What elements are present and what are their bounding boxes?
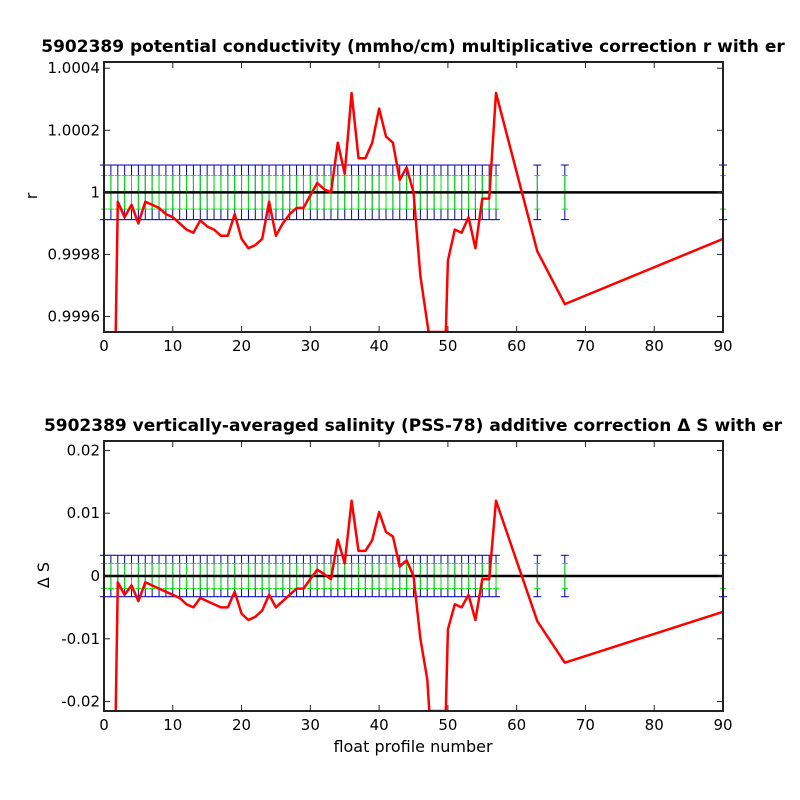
- x-tick-label: 40: [370, 337, 389, 355]
- plot-area-salinity: 0 10 20 30 40 50 60 70 80 90 -0.02 -0.01 0 0.01 0.02: [61, 440, 733, 734]
- y-tick-label: -0.02: [61, 693, 100, 711]
- x-tick-label: 0: [99, 716, 109, 734]
- panel-salinity: 5902389 vertically-averaged salinity (PS…: [34, 416, 783, 756]
- x-tick-label: 10: [163, 337, 182, 355]
- x-tick-label: 70: [576, 716, 595, 734]
- x-tick-label: 80: [645, 716, 664, 734]
- y-tick-label: 1.0004: [48, 59, 101, 77]
- x-tick-label: 50: [438, 716, 457, 734]
- axes-frame: [103, 61, 724, 333]
- series-line: [114, 91, 723, 332]
- x-tick-label: 20: [232, 337, 251, 355]
- x-tick-label: 20: [232, 716, 251, 734]
- x-tick-label: 70: [576, 337, 595, 355]
- y-tick-label: 0.9996: [48, 307, 101, 325]
- x-tick-label: 10: [163, 716, 182, 734]
- y-tick-label: 0.01: [67, 504, 100, 522]
- y-axis-label-conductivity: r: [22, 192, 41, 199]
- x-tick-label: 80: [645, 337, 664, 355]
- y-tick-label: 1.0002: [48, 121, 101, 139]
- x-tick-label: 0: [99, 337, 109, 355]
- x-tick-label: 30: [301, 716, 320, 734]
- x-axis-label-salinity: float profile number: [333, 737, 493, 756]
- y-tick-label: 0.9998: [48, 245, 101, 263]
- panel-conductivity: 5902389 potential conductivity (mmho/cm)…: [22, 37, 785, 355]
- plot-area-conductivity: 0 10 20 30 40 50 60 70 80 90 0.9996 0.9998 1 1.0002 1.…: [48, 59, 733, 355]
- x-tick-label: 40: [370, 716, 389, 734]
- x-tick-label: 90: [713, 716, 732, 734]
- x-tick-label: 90: [713, 337, 732, 355]
- chart-title-salinity: 5902389 vertically-averaged salinity (PS…: [44, 416, 783, 436]
- y-tick-label: 1: [90, 183, 100, 201]
- y-tick-label: 0: [90, 567, 100, 585]
- y-axis-label-salinity: Δ S: [34, 562, 53, 588]
- y-tick-label: 0.02: [67, 441, 100, 459]
- x-tick-label: 60: [507, 337, 526, 355]
- chart-title-conductivity: 5902389 potential conductivity (mmho/cm)…: [41, 37, 785, 57]
- x-tick-label: 50: [438, 337, 457, 355]
- y-tick-label: -0.01: [61, 630, 100, 648]
- series-line: [114, 499, 723, 711]
- x-tick-label: 30: [301, 337, 320, 355]
- x-tick-label: 60: [507, 716, 526, 734]
